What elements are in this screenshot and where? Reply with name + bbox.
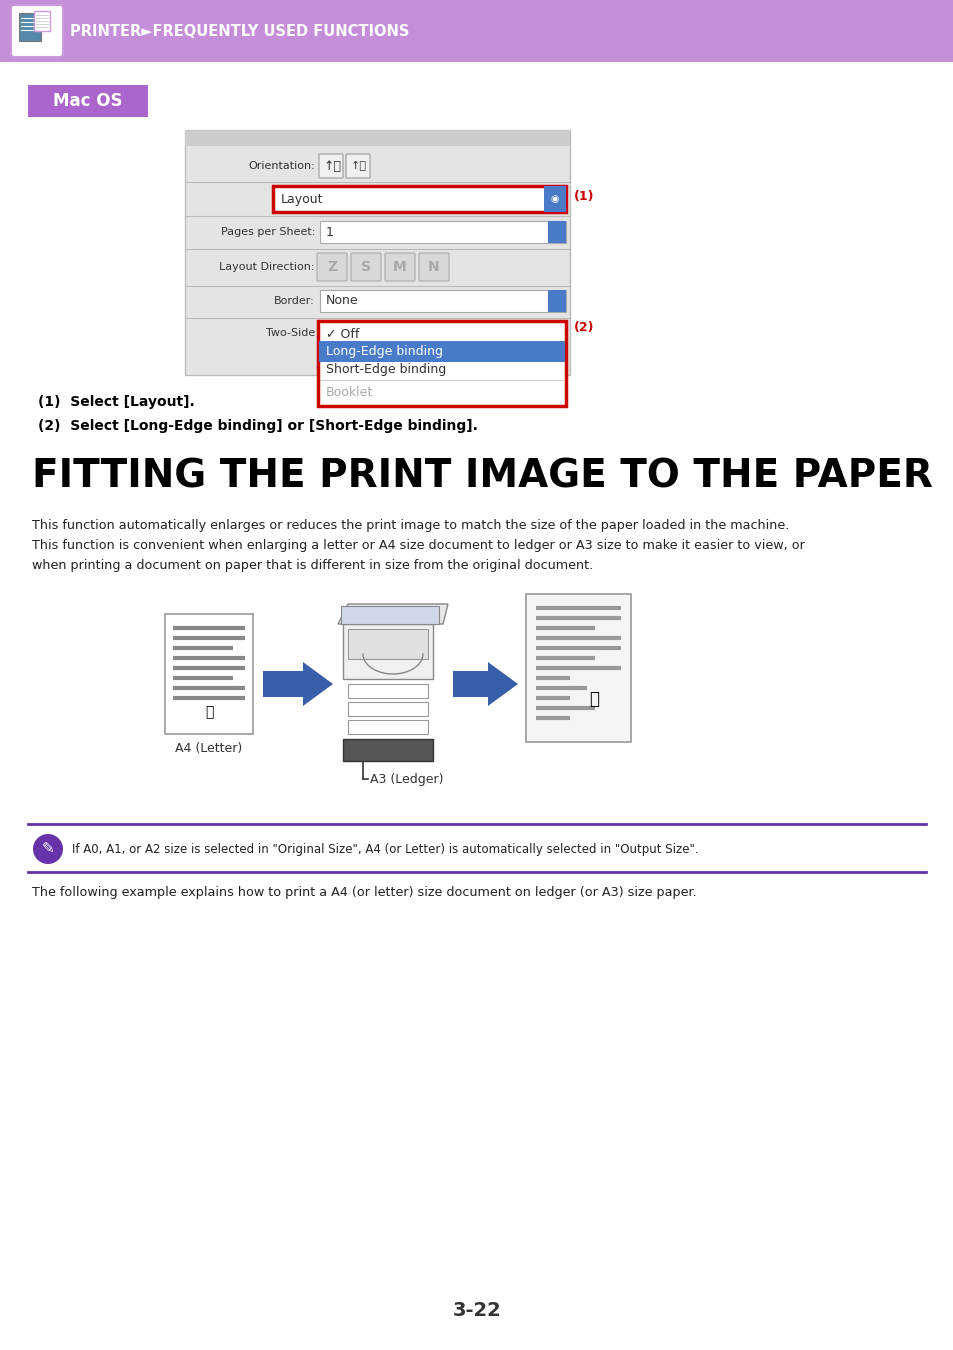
Text: (2): (2) — [574, 321, 594, 333]
Text: Mac OS: Mac OS — [53, 92, 123, 109]
FancyBboxPatch shape — [318, 154, 343, 178]
Bar — [19, 14, 41, 40]
FancyBboxPatch shape — [346, 154, 370, 178]
Bar — [165, 614, 253, 734]
Text: Booklet: Booklet — [326, 386, 373, 400]
Text: Short-Edge binding: Short-Edge binding — [326, 363, 446, 375]
Text: 🌲: 🌲 — [205, 705, 213, 720]
Text: Long-Edge binding: Long-Edge binding — [326, 344, 442, 358]
Text: M: M — [393, 261, 406, 274]
FancyBboxPatch shape — [351, 252, 380, 281]
Bar — [185, 130, 569, 375]
Text: 🌲: 🌲 — [589, 690, 598, 707]
Text: S: S — [360, 261, 371, 274]
Text: Z: Z — [327, 261, 336, 274]
Bar — [34, 11, 50, 31]
Bar — [543, 186, 565, 212]
Bar — [273, 186, 565, 212]
Text: when printing a document on paper that is different in size from the original do: when printing a document on paper that i… — [32, 559, 593, 572]
Bar — [340, 606, 438, 624]
Bar — [319, 290, 565, 312]
Text: This function is convenient when enlarging a letter or A4 size document to ledge: This function is convenient when enlargi… — [32, 539, 804, 552]
Bar — [317, 321, 565, 406]
Text: N: N — [428, 261, 439, 274]
Bar — [319, 221, 565, 243]
Text: (2)  Select [Long-Edge binding] or [Short-Edge binding].: (2) Select [Long-Edge binding] or [Short… — [38, 418, 477, 433]
Text: ↑⦿: ↑⦿ — [323, 159, 340, 173]
Bar — [547, 290, 565, 312]
Text: None: None — [326, 294, 358, 308]
Text: 1: 1 — [326, 225, 334, 239]
Bar — [348, 684, 428, 698]
Circle shape — [33, 834, 63, 864]
Text: If A0, A1, or A2 size is selected in "Original Size", A4 (or Letter) is automati: If A0, A1, or A2 size is selected in "Or… — [71, 842, 698, 856]
Text: PRINTER►FREQUENTLY USED FUNCTIONS: PRINTER►FREQUENTLY USED FUNCTIONS — [70, 23, 409, 39]
FancyBboxPatch shape — [11, 5, 63, 57]
FancyBboxPatch shape — [316, 252, 347, 281]
Text: 3-22: 3-22 — [452, 1300, 501, 1319]
Bar — [525, 594, 630, 742]
Bar — [318, 342, 564, 362]
Text: Orientation:: Orientation: — [248, 161, 314, 171]
Bar — [0, 0, 953, 62]
Text: A3 (Ledger): A3 (Ledger) — [370, 772, 443, 786]
Bar — [343, 624, 433, 679]
Bar — [28, 85, 148, 117]
Bar — [348, 629, 428, 659]
Bar — [348, 702, 428, 716]
Text: FITTING THE PRINT IMAGE TO THE PAPER: FITTING THE PRINT IMAGE TO THE PAPER — [32, 458, 932, 495]
Text: (1)  Select [Layout].: (1) Select [Layout]. — [38, 396, 194, 409]
Text: ↑⦾: ↑⦾ — [351, 161, 367, 171]
Text: The following example explains how to print a A4 (or letter) size document on le: The following example explains how to pr… — [32, 886, 696, 899]
Bar — [185, 130, 569, 146]
Text: (1): (1) — [574, 190, 594, 202]
Bar — [547, 221, 565, 243]
Text: Layout: Layout — [281, 193, 323, 205]
Text: Two-Side: Two-Side — [266, 328, 314, 338]
Polygon shape — [263, 662, 333, 706]
Text: ◉: ◉ — [550, 194, 558, 204]
Text: A4 (Letter): A4 (Letter) — [175, 743, 242, 755]
Polygon shape — [453, 662, 517, 706]
Text: ✓ Off: ✓ Off — [326, 328, 359, 342]
Polygon shape — [337, 603, 448, 624]
Text: Layout Direction:: Layout Direction: — [219, 262, 314, 271]
Text: This function automatically enlarges or reduces the print image to match the siz: This function automatically enlarges or … — [32, 518, 788, 532]
FancyBboxPatch shape — [385, 252, 415, 281]
Text: Pages per Sheet:: Pages per Sheet: — [220, 227, 314, 238]
Text: ✎: ✎ — [42, 841, 54, 856]
Bar — [348, 720, 428, 734]
Bar — [343, 738, 433, 761]
FancyBboxPatch shape — [418, 252, 449, 281]
Text: Border:: Border: — [274, 296, 314, 306]
